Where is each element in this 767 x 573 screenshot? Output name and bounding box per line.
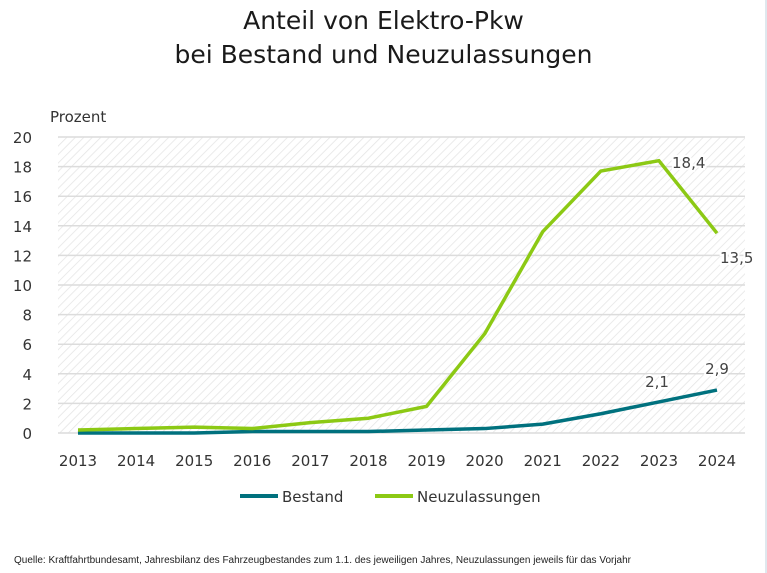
y-tick-label: 10 [13, 277, 32, 295]
series-line-neuzulassungen [77, 158, 719, 432]
y-tick-label: 20 [13, 129, 32, 147]
x-tick-label: 2014 [117, 452, 155, 470]
x-tick-label: 2013 [59, 452, 97, 470]
source-note: Quelle: Kraftfahrtbundesamt, Jahresbilan… [14, 555, 632, 566]
x-tick-label: 2023 [640, 452, 678, 470]
x-tick-label: 2016 [233, 452, 271, 470]
data-label: 13,5 [720, 249, 753, 267]
y-tick-label: 8 [22, 307, 32, 325]
x-tick-label: 2017 [291, 452, 329, 470]
chart-title-line-2: bei Bestand und Neuzulassungen [174, 40, 593, 69]
chart-title-line-1: Anteil von Elektro-Pkw [243, 6, 524, 35]
y-tick-label: 2 [22, 395, 32, 413]
y-tick-label: 14 [13, 218, 32, 236]
x-tick-label: 2022 [582, 452, 620, 470]
legend-label: Bestand [282, 488, 343, 506]
x-tick-label: 2021 [524, 452, 562, 470]
y-tick-label: 0 [22, 425, 32, 443]
data-label: 2,9 [705, 360, 729, 378]
y-tick-label: 18 [13, 159, 32, 177]
y-tick-label: 4 [22, 366, 32, 384]
legend-label: Neuzulassungen [417, 488, 541, 506]
y-axis-label: Prozent [50, 108, 106, 126]
x-tick-label: 2020 [466, 452, 504, 470]
x-tick-label: 2015 [175, 452, 213, 470]
y-tick-label: 12 [13, 247, 32, 265]
x-tick-label: 2024 [698, 452, 736, 470]
x-tick-label: 2018 [349, 452, 387, 470]
y-tick-label: 16 [13, 188, 32, 206]
data-label: 2,1 [645, 373, 669, 391]
y-tick-label: 6 [22, 336, 32, 354]
data-label: 18,4 [672, 154, 705, 172]
series-line-bestand [78, 388, 718, 435]
x-tick-label: 2019 [407, 452, 445, 470]
